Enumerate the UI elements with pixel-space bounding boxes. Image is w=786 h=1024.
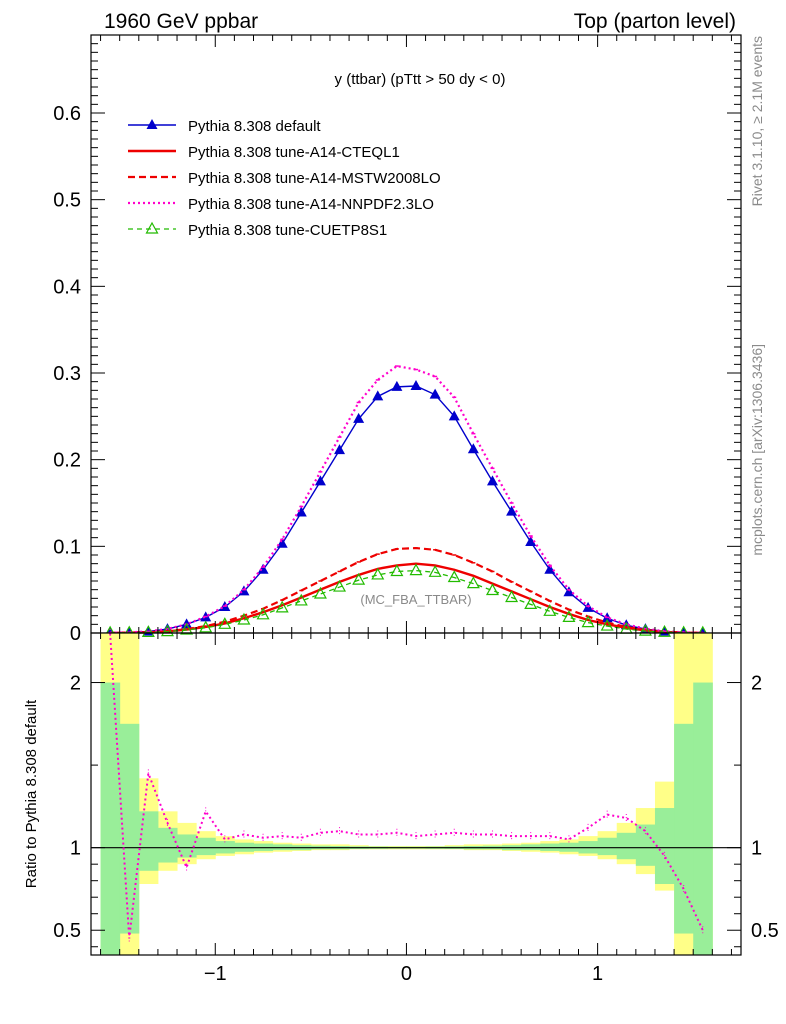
marker-open-triangle — [524, 597, 538, 609]
marker-open-triangle — [313, 586, 327, 599]
y-tick-label: 0.5 — [53, 190, 81, 212]
marker-open-triangle — [275, 600, 289, 613]
marker-open-triangle — [141, 625, 155, 637]
marker-solid-triangle — [429, 388, 441, 399]
marker-open-triangle — [390, 564, 404, 577]
y-tick-label: 0.6 — [53, 103, 81, 125]
marker-open-triangle — [371, 567, 385, 580]
ratio-band-green-bin — [616, 832, 637, 860]
marker-solid-triangle — [334, 444, 346, 455]
main-chart-annotation: (MC_FBA_TTBAR) — [360, 592, 471, 607]
ratio-band-green-bin — [674, 723, 694, 934]
marker-open-triangle — [160, 624, 174, 637]
marker-open-triangle — [505, 590, 519, 603]
marker-open-triangle — [237, 612, 251, 625]
marker-solid-triangle — [372, 390, 384, 401]
marker-open-triangle — [485, 583, 499, 596]
ratio-frame — [90, 632, 742, 956]
marker-solid-triangle — [314, 475, 326, 486]
legend-label: Pythia 8.308 tune-A14-CTEQL1 — [188, 144, 400, 161]
legend-label: Pythia 8.308 tune-A14-MSTW2008LO — [188, 170, 441, 187]
marker-open-triangle — [428, 565, 442, 577]
ratio-band-green-bin — [597, 837, 618, 856]
marker-solid-triangle — [295, 506, 307, 517]
marker-solid-triangle — [391, 380, 403, 391]
marker-solid-triangle — [506, 505, 518, 516]
legend: Pythia 8.308 default Pythia 8.308 tune-A1… — [128, 118, 441, 239]
main-chart-title: y (ttbar) (pTtt > 50 dy < 0) — [335, 71, 506, 88]
marker-solid-triangle — [410, 380, 422, 390]
ratio-band-green-bin — [119, 723, 140, 934]
legend-label: Pythia 8.308 tune-CUETP8S1 — [188, 222, 387, 239]
marker-solid-triangle — [448, 410, 460, 421]
ratio-band-green-bin — [157, 827, 178, 863]
y-tick-label: 0 — [70, 623, 81, 645]
marker-solid-triangle — [544, 563, 556, 574]
ratio-y-tick-label-right: 2 — [751, 673, 762, 695]
legend-marker-solid-triangle — [146, 119, 158, 129]
ratio-plot-area: −1 0 1 0.5 0.5 1 1 2 2 — [53, 629, 779, 985]
marker-open-triangle — [218, 617, 232, 629]
y-tick-label: 0.1 — [53, 536, 81, 558]
ratio-y-tick-label-right: 1 — [751, 838, 762, 860]
ratio-y-tick-label: 0.5 — [53, 920, 81, 942]
marker-open-triangle — [352, 572, 366, 585]
ratio-band-green-bin — [654, 808, 675, 884]
ratio-series-line — [109, 632, 704, 939]
marker-open-triangle — [562, 610, 576, 622]
legend-label: Pythia 8.308 default — [188, 118, 321, 135]
ratio-band-green-bin — [196, 837, 216, 856]
marker-open-triangle — [256, 607, 270, 620]
marker-solid-triangle — [563, 586, 575, 597]
ratio-band-green-bin — [693, 682, 713, 955]
marker-open-triangle — [466, 576, 480, 589]
marker-solid-triangle — [486, 475, 498, 486]
ratio-band-green-bin — [138, 811, 159, 871]
marker-solid-triangle — [467, 443, 479, 454]
ratio-ylabel: Ratio to Pythia 8.308 default — [23, 699, 40, 888]
ratio-y-tick-label-right: 0.5 — [751, 920, 779, 942]
ratio-y-tick-label: 1 — [70, 838, 81, 860]
y-tick-label: 0.2 — [53, 450, 81, 472]
y-tick-label: 0.3 — [53, 363, 81, 385]
marker-open-triangle — [543, 604, 557, 616]
x-tick-label: 0 — [401, 963, 412, 985]
marker-solid-triangle — [525, 536, 537, 546]
legend-marker-open-triangle — [145, 221, 159, 234]
marker-open-triangle — [180, 622, 194, 635]
marker-open-triangle — [658, 624, 672, 637]
x-tick-label: −1 — [204, 963, 227, 985]
marker-open-triangle — [600, 618, 614, 631]
x-tick-label: 1 — [592, 963, 603, 985]
rivet-label: Rivet 3.1.10, ≥ 2.1M events — [749, 36, 765, 206]
ratio-band-green-bin — [635, 824, 656, 866]
legend-label: Pythia 8.308 tune-A14-NNPDF2.3LO — [188, 196, 434, 213]
marker-open-triangle — [409, 563, 423, 576]
marker-open-triangle — [447, 570, 461, 583]
marker-open-triangle — [199, 620, 213, 633]
mcplots-label: mcplots.cern.ch [arXiv:1306.3436] — [749, 344, 765, 556]
marker-solid-triangle — [257, 563, 269, 574]
marker-open-triangle — [333, 579, 347, 592]
marker-solid-triangle — [353, 412, 365, 423]
main-series-line — [110, 546, 703, 635]
header-left: 1960 GeV ppbar — [104, 10, 258, 33]
ratio-band-green-bin — [100, 682, 121, 955]
marker-open-triangle — [581, 615, 595, 628]
y-tick-label: 0.4 — [53, 276, 81, 298]
marker-open-triangle — [638, 623, 652, 636]
ratio-y-tick-label: 2 — [70, 673, 81, 695]
main-series-line — [110, 364, 703, 634]
marker-open-triangle — [294, 593, 308, 606]
header-right: Top (parton level) — [574, 10, 736, 33]
main-plot-area: 0 0.1 0.2 0.3 0.4 0.5 0.6 — [53, 34, 742, 645]
